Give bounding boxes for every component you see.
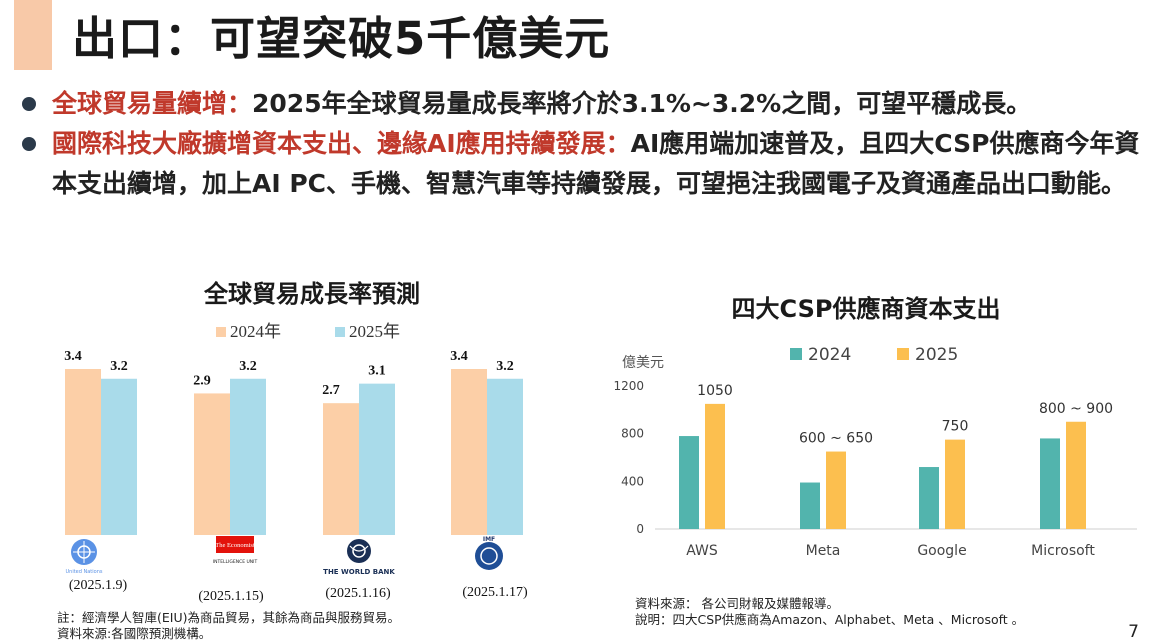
data-label: 2.9 xyxy=(193,373,211,388)
left-footnote: 註：經濟學人智庫(EIU)為商品貿易，其餘為商品與服務貿易。 資料來源:各國際預… xyxy=(57,610,400,642)
bar xyxy=(101,378,137,535)
source-logos: United Nations The Economist INTELLIGENC… xyxy=(65,536,503,576)
chart-title: 四大CSP供應商資本支出 xyxy=(732,295,1001,323)
data-label: 750 xyxy=(942,419,969,435)
footnote-line: 資料來源:各國際預測機構。 xyxy=(57,626,212,641)
legend-swatch xyxy=(216,327,226,337)
bullet-highlight: 全球貿易量續增： xyxy=(52,89,253,118)
date-label: (2025.1.16) xyxy=(325,586,391,601)
bar xyxy=(705,403,725,529)
bullet-dot-icon xyxy=(22,137,36,151)
date-label: (2025.1.17) xyxy=(462,585,528,600)
bullet-highlight: 國際科技大廠擴增資本支出、邊緣AI應用持續發展： xyxy=(52,129,631,158)
y-tick-label: 0 xyxy=(636,522,644,536)
legend-swatch xyxy=(335,327,345,337)
bar xyxy=(487,378,523,535)
forecast-dates: (2025.1.9) (2025.1.15) (2025.1.16) (2025.1.… xyxy=(69,578,528,604)
legend-swatch xyxy=(790,348,802,360)
bar xyxy=(194,393,230,535)
data-label: 3.2 xyxy=(496,359,514,374)
chart-title: 全球貿易成長率預測 xyxy=(203,280,420,308)
date-label: (2025.1.9) xyxy=(69,578,128,593)
logo-text: THE WORLD BANK xyxy=(323,568,395,576)
legend-label: 2024 xyxy=(808,345,851,365)
bar xyxy=(945,439,965,529)
bar xyxy=(679,436,699,529)
x-tick-label: Microsoft xyxy=(1031,543,1095,559)
footnote-line: 資料來源： 各公司財報及媒體報導。 xyxy=(635,596,839,611)
bar xyxy=(826,451,846,529)
page-number: 7 xyxy=(1128,622,1139,642)
y-tick-label: 1200 xyxy=(613,379,644,393)
bar xyxy=(230,378,266,535)
bar xyxy=(65,369,101,535)
bullet-item: 全球貿易量續增：2025年全球貿易量成長率將介於3.1%~3.2%之間，可望平穩… xyxy=(18,84,1143,124)
x-tick-label: AWS xyxy=(686,543,718,559)
right-footnote: 資料來源： 各公司財報及媒體報導。 說明：四大CSP供應商為Amazon、Alp… xyxy=(635,596,1024,628)
logo-text: INTELLIGENCE UNIT xyxy=(213,559,258,565)
chart-bars: 1050 AWS 600 ~ 650 Meta 750 Google 800 ~ 900 Mi… xyxy=(679,383,1113,559)
imf-logo-icon: IMF xyxy=(475,536,503,570)
csp-capex-chart: 四大CSP供應商資本支出 億美元 2024 2025 0 400 800 1200 10… xyxy=(613,295,1137,559)
data-label: 3.2 xyxy=(239,359,257,374)
title-accent-bar xyxy=(14,0,52,70)
data-label: 1050 xyxy=(697,383,733,399)
logo-text: The Economist xyxy=(215,542,255,549)
economist-logo-icon: The Economist INTELLIGENCE UNIT xyxy=(213,536,258,565)
trade-growth-chart: 全球貿易成長率預測 2024年 2025年 3.43.22.93.22.73.13… xyxy=(64,280,528,604)
bar xyxy=(451,369,487,535)
bar xyxy=(1040,438,1060,529)
world-bank-logo-icon: THE WORLD BANK xyxy=(323,539,395,576)
chart-legend: 2024 2025 xyxy=(790,345,958,365)
legend-label: 2025年 xyxy=(349,322,400,341)
y-tick-label: 400 xyxy=(621,474,644,488)
bullet-item: 國際科技大廠擴增資本支出、邊緣AI應用持續發展：AI應用端加速普及，且四大CSP… xyxy=(18,124,1143,204)
bullet-list: 全球貿易量續增：2025年全球貿易量成長率將介於3.1%~3.2%之間，可望平穩… xyxy=(18,84,1143,204)
legend-label: 2024年 xyxy=(230,322,281,341)
united-nations-logo-icon: United Nations xyxy=(65,539,103,575)
data-label: 3.1 xyxy=(368,364,386,379)
chart-legend: 2024年 2025年 xyxy=(216,322,400,341)
legend-swatch xyxy=(897,348,909,360)
date-label: (2025.1.15) xyxy=(198,589,264,604)
y-axis-label: 億美元 xyxy=(622,355,664,371)
footnote-line: 註：經濟學人智庫(EIU)為商品貿易，其餘為商品與服務貿易。 xyxy=(57,610,400,625)
data-label: 600 ~ 650 xyxy=(799,431,873,447)
bullet-text: AI應用端加速普及，且四大CSP供應商今年資本支出續增，加上AI PC、手機、智… xyxy=(52,129,1140,198)
data-label: 3.4 xyxy=(450,349,468,364)
bar xyxy=(800,482,820,529)
bar xyxy=(1066,421,1086,529)
logo-text: United Nations xyxy=(65,569,102,575)
data-label: 2.7 xyxy=(322,383,340,398)
bar xyxy=(323,403,359,535)
page-title: 出口：可望突破5千億美元 xyxy=(72,12,611,65)
legend-label: 2025 xyxy=(915,345,958,365)
bullet-text: 2025年全球貿易量成長率將介於3.1%~3.2%之間，可望平穩成長。 xyxy=(252,89,1032,118)
x-tick-label: Meta xyxy=(806,543,841,559)
y-tick-label: 800 xyxy=(621,427,644,441)
data-label: 3.4 xyxy=(64,349,82,364)
footnote-line: 說明：四大CSP供應商為Amazon、Alphabet、Meta 、Micros… xyxy=(635,612,1025,627)
data-label: 800 ~ 900 xyxy=(1039,401,1113,417)
bar xyxy=(919,467,939,529)
bullet-dot-icon xyxy=(22,97,36,111)
chart-bars: 3.4 3.2 2.9 3.2 2.7 3.1 3.4 3.2 xyxy=(64,349,523,535)
bar xyxy=(359,383,395,535)
data-label: 3.2 xyxy=(110,359,128,374)
x-tick-label: Google xyxy=(917,543,966,559)
logo-text: IMF xyxy=(483,536,495,543)
